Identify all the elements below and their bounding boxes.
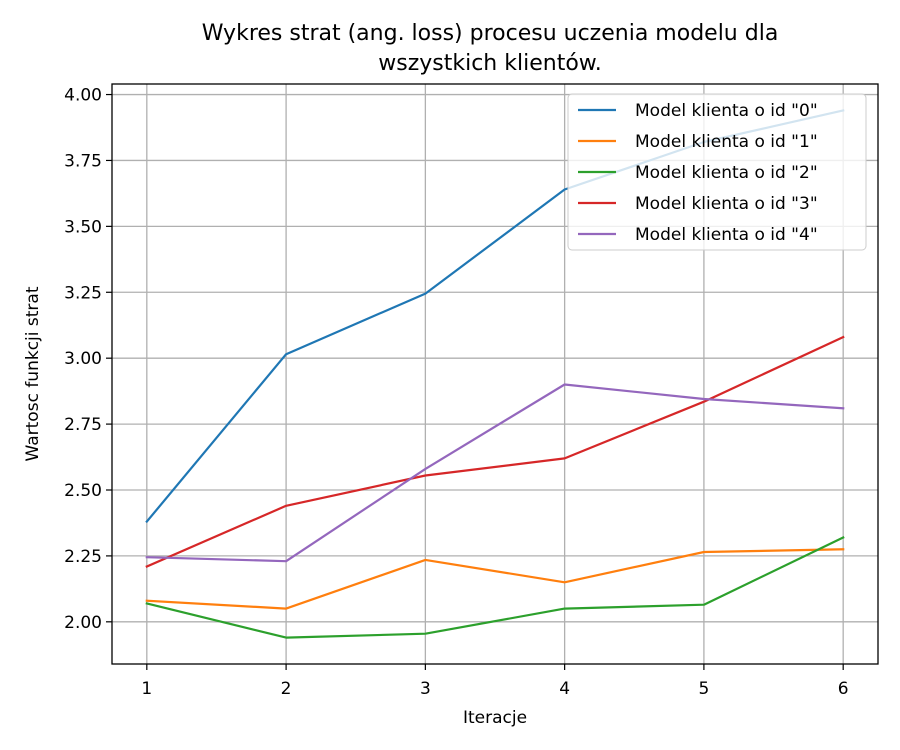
series-line-2: [145, 536, 845, 639]
y-tick-label: 3.75: [64, 151, 102, 171]
x-axis-label: Iteracje: [463, 708, 527, 728]
x-tick-label: 1: [141, 679, 152, 699]
chart-title-line1: Wykres strat (ang. loss) procesu uczenia…: [202, 21, 779, 46]
chart-title-line2: wszystkich klientów.: [378, 51, 602, 76]
y-tick-label: 2.75: [64, 415, 102, 435]
legend-label-3: Model klienta o id "3": [635, 194, 818, 214]
x-tick-label: 6: [838, 679, 849, 699]
y-axis-label: Wartosc funkcji strat: [23, 286, 43, 461]
legend-label-0: Model klienta o id "0": [635, 101, 818, 121]
y-tick-label: 2.00: [64, 613, 102, 633]
legend-box: [567, 93, 867, 251]
y-axis-ticks: 2.00 2.25 2.50 2.75 3.00 3.25 3.50 3.75 4.00: [64, 86, 112, 633]
series-line-4: [145, 383, 845, 563]
y-tick-label: 3.50: [64, 217, 102, 237]
legend-label-4: Model klienta o id "4": [635, 225, 818, 245]
legend-label-1: Model klienta o id "1": [635, 132, 818, 152]
x-tick-label: 5: [698, 679, 709, 699]
series-line-3: [145, 335, 845, 568]
series-line-1: [145, 548, 845, 610]
legend-entries: Model klienta o id "0" Model klienta o id…: [578, 101, 818, 245]
x-tick-label: 3: [420, 679, 431, 699]
y-tick-label: 3.00: [64, 349, 102, 369]
legend: Model klienta o id "0" Model klienta o id…: [567, 93, 867, 251]
y-tick-label: 4.00: [64, 86, 102, 106]
x-axis-ticks: 1 2 3 4 5 6: [141, 664, 849, 699]
y-tick-label: 3.25: [64, 283, 102, 303]
y-tick-label: 2.50: [64, 481, 102, 501]
x-tick-label: 4: [559, 679, 570, 699]
x-tick-label: 2: [281, 679, 292, 699]
legend-label-2: Model klienta o id "2": [635, 163, 818, 183]
plot-frame: [111, 83, 879, 665]
y-tick-label: 2.25: [64, 547, 102, 567]
